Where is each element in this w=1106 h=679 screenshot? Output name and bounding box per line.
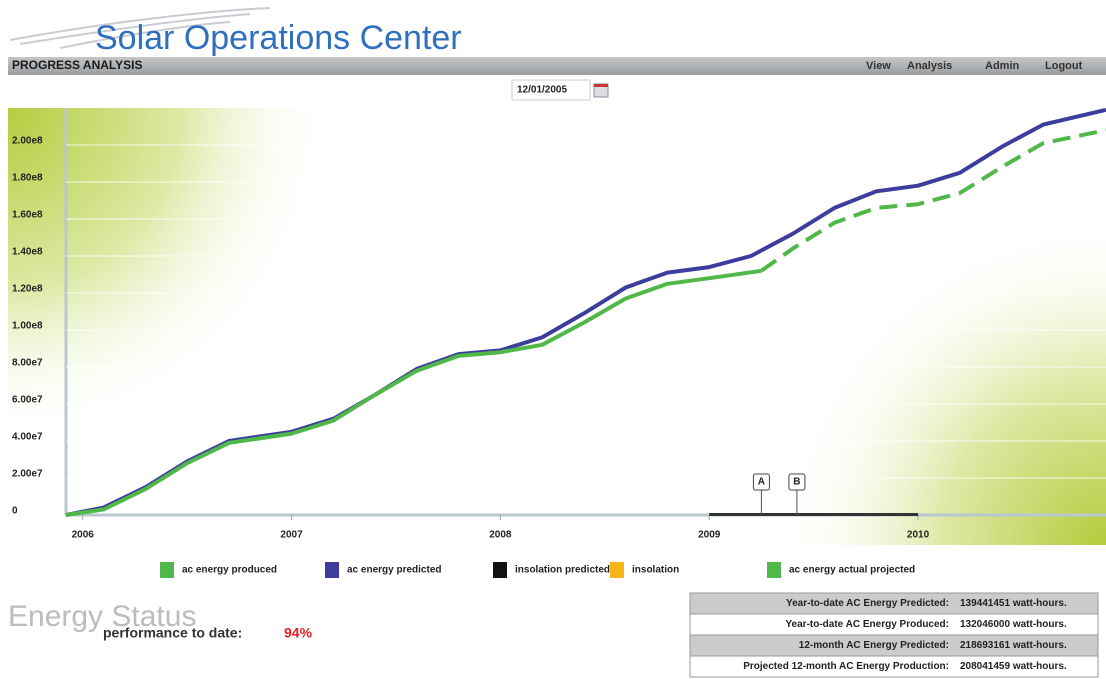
table-label: Year-to-date AC Energy Produced: [785, 619, 949, 630]
nav-item[interactable]: Admin [985, 60, 1020, 72]
range-bar [709, 513, 919, 516]
app-title: Solar Operations Center [95, 19, 462, 57]
annotation-flag [788, 473, 806, 491]
nav-item[interactable]: Logout [1045, 60, 1083, 72]
x-tick-label: 2007 [280, 530, 303, 541]
y-tick-label: 2.00e8 [12, 136, 43, 147]
table-label: 12-month AC Energy Predicted: [799, 640, 949, 651]
energy-status: Energy Status performance to date: 94% [8, 600, 313, 641]
y-tick-label: 1.00e8 [12, 321, 43, 332]
header-bar [8, 57, 1106, 75]
table-row [689, 655, 1099, 678]
x-tick-label: 2008 [489, 530, 512, 541]
date-input[interactable] [511, 79, 591, 101]
legend-swatch [610, 562, 624, 578]
section-title: PROGRESS ANALYSIS [12, 58, 142, 72]
chart-glow [8, 108, 1106, 545]
header: Solar Operations Center PROGRESS ANALYSI… [8, 7, 1106, 101]
x-tick-label: 2010 [907, 530, 930, 541]
nav-item[interactable]: View [866, 60, 891, 72]
legend-label: ac energy produced [182, 565, 277, 576]
y-tick-label: 1.20e8 [12, 284, 43, 295]
y-tick-label: 1.40e8 [12, 247, 43, 258]
y-tick-label: 1.80e8 [12, 173, 43, 184]
x-tick-label: 2006 [72, 530, 95, 541]
date-value: 12/01/2005 [517, 85, 567, 96]
y-tick-label: 1.60e8 [12, 210, 43, 221]
series-line [760, 128, 1106, 273]
table-value: 218693161 watt-hours. [960, 640, 1067, 651]
legend-label: ac energy predicted [347, 565, 441, 576]
calendar-icon-top [594, 84, 608, 87]
y-tick-label: 6.00e7 [12, 395, 43, 406]
nav-item[interactable]: Analysis [907, 60, 952, 72]
table-value: 139441451 watt-hours. [960, 598, 1067, 609]
performance-value: 94% [284, 625, 313, 641]
y-tick-label: 2.00e7 [12, 469, 43, 480]
legend-swatch [325, 562, 339, 578]
series-line [65, 268, 762, 517]
energy-status-title: Energy Status [8, 600, 196, 633]
logo-swoosh [9, 7, 271, 49]
legend-label: ac energy actual projected [789, 565, 915, 576]
table-value: 208041459 watt-hours. [960, 661, 1067, 672]
y-tick-label: 8.00e7 [12, 358, 43, 369]
legend-swatch [160, 562, 174, 578]
annotation-label: B [793, 477, 800, 488]
table-label: Year-to-date AC Energy Predicted: [786, 598, 949, 609]
legend-swatch [493, 562, 507, 578]
annotation-flag [752, 473, 770, 491]
y-tick-label: 0 [12, 506, 18, 517]
annotation-label: A [758, 477, 765, 488]
x-tick-label: 2009 [698, 530, 721, 541]
legend-label: insolation predicted [515, 565, 610, 576]
legend-swatch [767, 562, 781, 578]
summary-table: Year-to-date AC Energy Predicted: 1394414… [689, 592, 1099, 678]
legend-label: insolation [632, 565, 679, 576]
table-value: 132046000 watt-hours. [960, 619, 1067, 630]
performance-label: performance to date: [103, 625, 242, 641]
y-tick-label: 4.00e7 [12, 432, 43, 443]
chart: 0 2.00e7 4.00e7 6.00e7 8.00e7 1.00e8 1.20e8 1.4… [8, 107, 1106, 545]
table-label: Projected 12-month AC Energy Production: [743, 661, 949, 672]
